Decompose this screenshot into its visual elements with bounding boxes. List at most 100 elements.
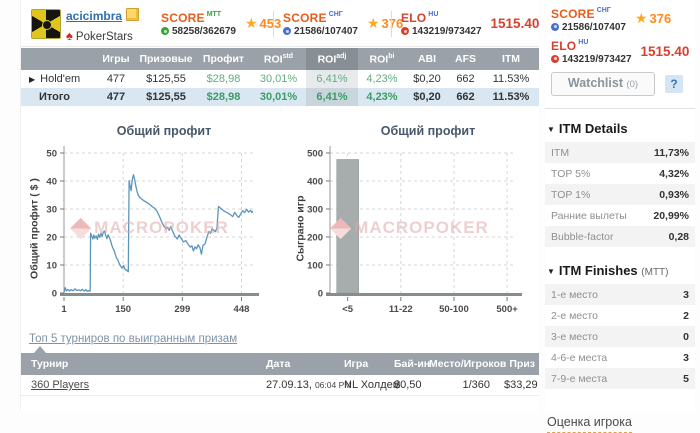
score-sng-rank: 21586/107407	[283, 26, 358, 38]
collapse-icon: ▼	[547, 125, 555, 134]
col-prizes[interactable]: Призовые	[136, 48, 196, 70]
col-profit[interactable]: Профит	[196, 48, 251, 70]
list-item: Ранние вылеты 20,99%	[551, 209, 689, 222]
medal-icon-blue	[283, 27, 291, 35]
top5-tournaments-link[interactable]: Топ 5 турниров по выигранным призам	[29, 333, 238, 345]
col-game[interactable]: Игра	[344, 353, 394, 375]
sidebar-elo-sup: HU	[578, 38, 589, 46]
col-place[interactable]: Место/Игроков	[429, 353, 506, 375]
bar-chart-title: Общий профит	[380, 124, 476, 138]
watchlist-button[interactable]: Watchlist (0)	[551, 72, 655, 96]
col-itm[interactable]: ITM	[483, 48, 539, 70]
sidebar-score-rank: 21586/107407	[551, 22, 626, 34]
sidebar-elo: ELO HU 143219/973427 1515.40	[551, 38, 695, 65]
tournament-place: 1/360	[429, 375, 504, 396]
score-sng-sup: СНГ	[328, 11, 343, 18]
tournament-link[interactable]: 360 Players	[31, 379, 90, 391]
svg-text:20: 20	[46, 233, 57, 244]
header-separator	[391, 11, 392, 37]
expand-icon[interactable]: ▶	[29, 75, 36, 84]
site-name: PokerStars	[75, 31, 133, 43]
svg-text:500+: 500+	[496, 304, 518, 315]
svg-text:10: 10	[46, 261, 57, 272]
medal-icon-red	[401, 27, 409, 35]
svg-text:0: 0	[318, 289, 323, 300]
profile-header: acicimbra ♠ PokerStars SCORE MTT 58258/362…	[21, 0, 539, 47]
collapse-icon: ▼	[547, 267, 555, 276]
col-roi-adj[interactable]: ROIadj	[306, 48, 358, 70]
sidebar-divider	[545, 108, 695, 109]
player-rating-link[interactable]: Оценка игрока	[547, 415, 632, 433]
stats-table: Игры Призовые Профит ROIstd ROIadj ROIbi…	[21, 48, 539, 106]
col-abi[interactable]: ABI	[406, 48, 448, 70]
col-roi-std[interactable]: ROIstd	[251, 48, 306, 70]
sidebar-score-sup: СНГ	[596, 6, 611, 14]
player-name-block: acicimbra ♠ PokerStars	[66, 7, 140, 43]
list-item: Bubble-factor 0,28	[545, 226, 695, 247]
svg-text:<5: <5	[342, 304, 354, 315]
col-date[interactable]: Дата	[266, 353, 344, 375]
itm-details-title[interactable]: ▼ ITM Details	[547, 121, 628, 136]
sidebar: SCORE СНГ 21586/107407 ★ 376 ELO HU 143219/…	[545, 0, 695, 433]
svg-text:11-22: 11-22	[389, 304, 413, 315]
col-afs[interactable]: AFS	[448, 48, 483, 70]
itm-details-list: ITM 11,73% TOP 5% 4,32% TOP 1% 0,93% Ранние…	[545, 142, 695, 247]
list-item: 4-6-е места 3	[551, 351, 689, 364]
score-elo-block: ELO HU 143219/973427 1515.40	[401, 9, 539, 38]
star-icon: ★	[366, 14, 380, 31]
tournaments-header-row: Турнир Дата Игра Бай-ин Место/Игроков Пр…	[21, 353, 539, 375]
col-name	[21, 48, 96, 70]
svg-text:50: 50	[46, 149, 57, 160]
medal-icon-green	[161, 27, 169, 35]
score-mtt-label: SCORE	[161, 11, 205, 25]
score-mtt-sup: MTT	[206, 11, 222, 18]
charts-row: Общий профит Общий профит ( $ ) 0 10 20 30 4…	[21, 110, 539, 328]
star-icon: ★	[634, 10, 648, 26]
col-buyin[interactable]: Бай-ин	[394, 353, 430, 375]
player-avatar[interactable]	[31, 9, 61, 39]
col-roi-bi[interactable]: ROIbi	[358, 48, 406, 70]
svg-text:200: 200	[307, 233, 323, 244]
player-name-link[interactable]: acicimbra	[66, 9, 123, 23]
score-mtt-rank: 58258/362679	[161, 26, 236, 38]
star-icon: ★	[244, 14, 258, 31]
stats-header-row: Игры Призовые Профит ROIstd ROIadj ROIbi…	[21, 48, 539, 70]
svg-text:500: 500	[307, 149, 323, 160]
header-separator	[273, 11, 274, 37]
sidebar-elo-value: 1515.40	[640, 43, 690, 59]
svg-text:100: 100	[307, 261, 323, 272]
table-row-holdem[interactable]: ▶ Hold'em 477 $125,55 $28,98 30,01% 6,41%…	[21, 70, 539, 88]
list-item: ITM 11,73%	[545, 142, 695, 163]
list-item: 1-е место 3	[545, 284, 695, 305]
svg-text:300: 300	[307, 205, 323, 216]
tournament-row: 360 Players 27.09.13, 06:04 PM NL Холдем…	[21, 375, 539, 396]
tournament-buyin: $0,50	[394, 375, 429, 396]
medal-icon-blue	[551, 22, 559, 31]
tournaments-table: Турнир Дата Игра Бай-ин Место/Игроков Пр…	[21, 353, 539, 396]
col-tournament[interactable]: Турнир	[21, 353, 266, 375]
itm-finishes-title[interactable]: ▼ ITM Finishes (MTT)	[547, 263, 669, 278]
svg-text:40: 40	[46, 177, 57, 188]
col-prize[interactable]: Приз	[504, 353, 539, 375]
callout-arrow	[34, 346, 46, 353]
elo-sup: HU	[428, 11, 439, 18]
col-games[interactable]: Игры	[96, 48, 136, 70]
medal-icon-red	[551, 54, 559, 63]
tournament-date: 27.09.13, 06:04 PM	[266, 375, 351, 396]
itm-finishes-list: 1-е место 3 2-е место 2 3-е место 0 4-6-е м…	[545, 284, 695, 389]
score-sng-block: SCORE СНГ 21586/107407 ★ 376	[283, 9, 403, 38]
sidebar-elo-label: ELO	[551, 38, 577, 53]
score-mtt-star: ★ 453	[244, 14, 282, 31]
games-bar-chart: Общий профит Сыграно игр 0 100 200 300 400 50…	[283, 110, 539, 328]
tournament-game: NL Холдем	[344, 375, 400, 396]
score-sng-label: SCORE	[283, 11, 327, 25]
svg-text:150: 150	[115, 304, 131, 315]
elo-value: 1515.40	[490, 16, 540, 31]
svg-text:299: 299	[174, 304, 190, 315]
line-chart-title: Общий профит	[116, 124, 212, 138]
player-notes-icon[interactable]	[126, 8, 140, 21]
main-content: acicimbra ♠ PokerStars SCORE MTT 58258/362…	[20, 0, 539, 411]
table-row-total: Итого 477 $125,55 $28,98 30,01% 6,41% 4,…	[21, 88, 539, 106]
svg-text:30: 30	[46, 205, 57, 216]
help-button[interactable]: ?	[665, 75, 683, 93]
